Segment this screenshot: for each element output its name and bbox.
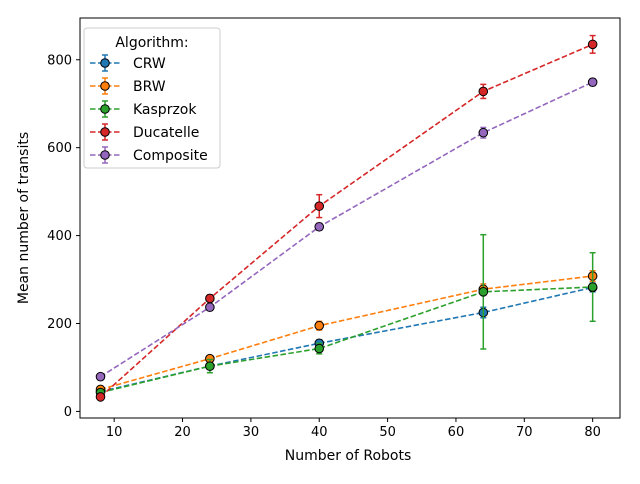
data-point-ducatelle-0 [95,392,106,402]
x-tick-label-60: 60 [448,425,465,440]
y-tick-label-400: 400 [47,229,72,244]
data-point-composite-1 [205,302,215,313]
data-point-ducatelle-4 [587,39,598,50]
legend-label-brw: BRW [133,79,166,95]
plot-frame [79,17,621,419]
series-line-kasprzok [100,286,593,394]
y-tick-label-200: 200 [47,317,72,332]
x-tick-label-20: 20 [174,425,191,440]
data-point-kasprzok-2 [314,343,325,354]
data-point-composite-2 [314,221,325,232]
legend-label-crw: CRW [133,56,166,72]
x-tick-label-50: 50 [379,425,396,440]
series-composite [95,77,598,382]
legend-marker-kasprzok [100,104,110,114]
data-point-ducatelle-2 [314,201,325,211]
data-point-composite-4 [587,77,598,87]
data-point-ducatelle-1 [205,293,215,304]
x-axis-label: Number of Robots [285,448,412,464]
legend-item-brw: BRW [90,77,166,95]
legend-item-ducatelle: Ducatelle [90,123,199,141]
legend-marker-ducatelle [100,127,110,137]
y-tick-label-800: 800 [47,53,72,68]
x-tick-label-30: 30 [243,425,260,440]
x-tick-label-80: 80 [584,425,601,440]
legend-label-ducatelle: Ducatelle [133,125,199,141]
series-ducatelle [95,34,598,402]
data-point-composite-3 [478,127,489,138]
legend-item-kasprzok: Kasprzok [90,100,197,118]
data-point-kasprzok-3 [478,287,489,297]
x-tick-label-40: 40 [311,425,328,440]
data-point-ducatelle-3 [478,86,489,97]
data-point-brw-2 [314,320,325,331]
y-tick-label-600: 600 [47,141,72,156]
data-point-kasprzok-4 [587,282,598,292]
legend-label-composite: Composite [133,148,208,164]
legend-marker-crw [100,58,110,68]
legend: Algorithm: CRW BRW Kasprzok Ducatelle Compos… [83,27,221,169]
y-axis-label: Mean number of transits [16,132,32,304]
data-point-composite-0 [95,371,106,382]
legend-marker-brw [100,81,110,91]
legend-item-composite: Composite [90,146,208,164]
legend-marker-composite [100,150,110,160]
legend-title: Algorithm: [115,35,188,51]
data-point-kasprzok-1 [205,361,215,371]
y-tick-label-0: 0 [64,405,72,420]
series-layer [95,34,598,402]
legend-item-crw: CRW [90,54,166,72]
x-tick-label-70: 70 [516,425,533,440]
x-tick-label-10: 10 [106,425,123,440]
legend-label-kasprzok: Kasprzok [133,102,197,118]
